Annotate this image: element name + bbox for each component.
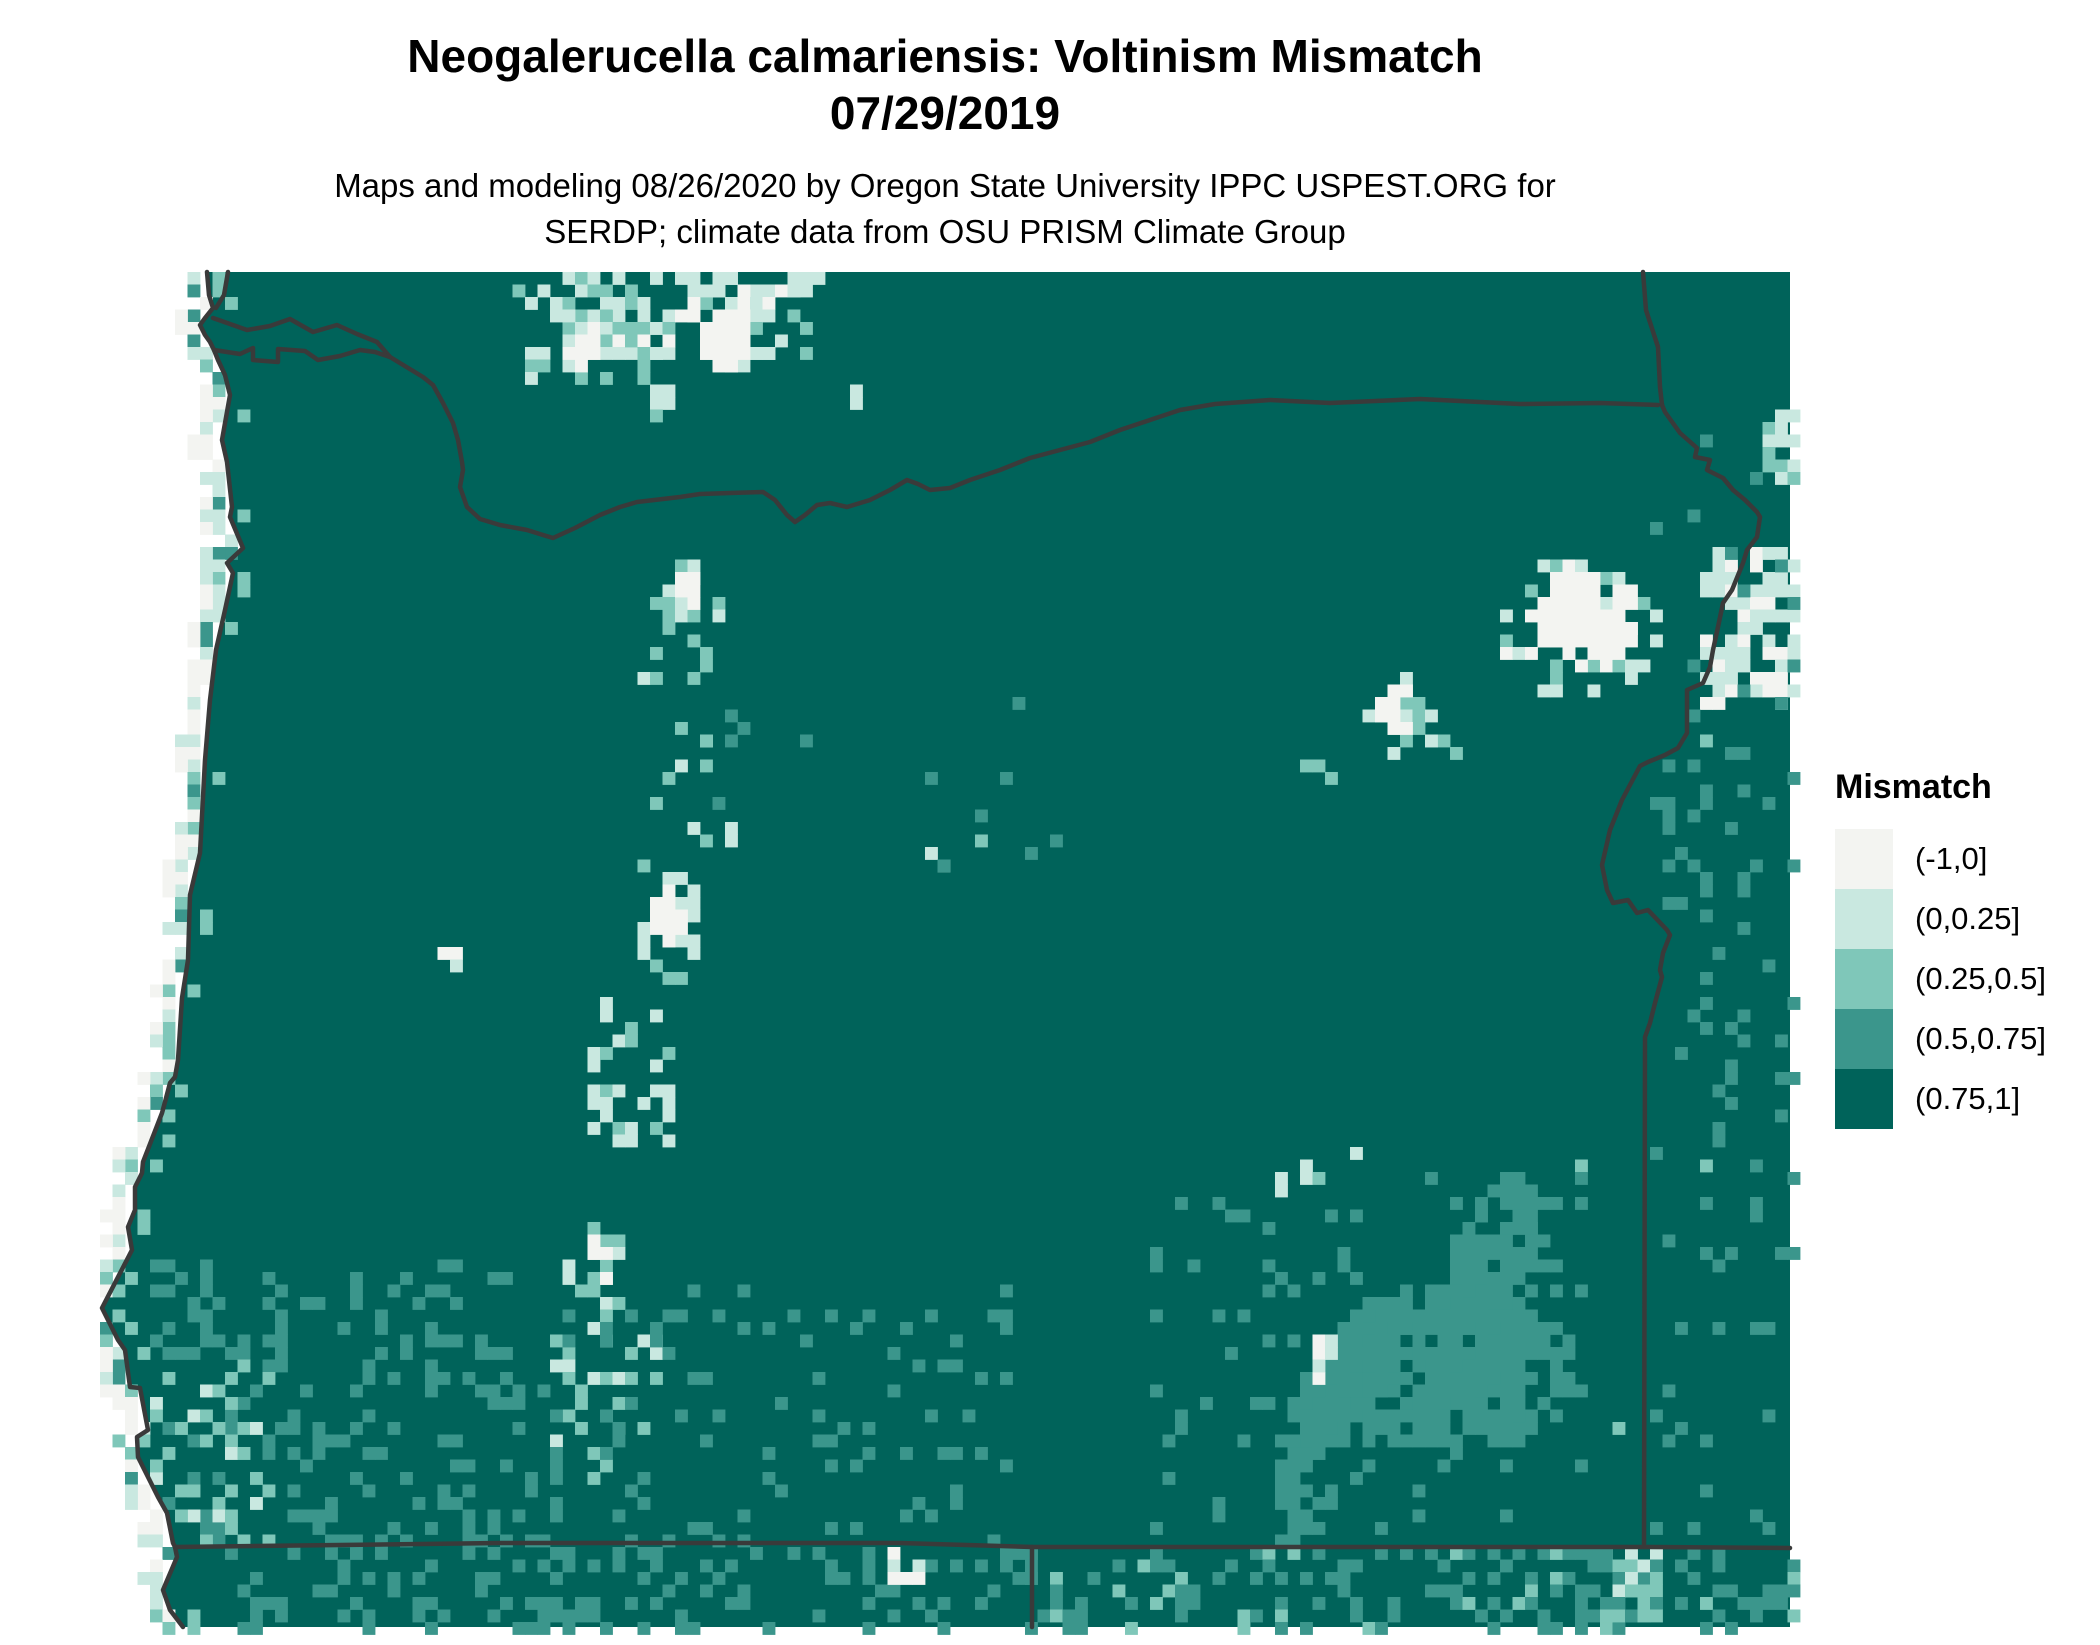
title-block: Neogalerucella calmariensis: Voltinism M… xyxy=(0,28,1890,142)
legend: Mismatch (-1,0] (0,0.25] (0.25,0.5] (0.5… xyxy=(1835,768,2046,1129)
legend-label: (0.25,0.5] xyxy=(1915,961,2046,996)
subtitle-block: Maps and modeling 08/26/2020 by Oregon S… xyxy=(0,163,1890,255)
legend-label: (0.75,1] xyxy=(1915,1081,2021,1116)
coast-fringe-cells xyxy=(100,272,251,1635)
subtitle-line2: SERDP; climate data from OSU PRISM Clima… xyxy=(544,213,1346,250)
legend-entry: (0.75,1] xyxy=(1835,1069,2046,1129)
legend-entry: (0.25,0.5] xyxy=(1835,949,2046,1009)
legend-swatch-neg1-0 xyxy=(1835,829,1893,889)
legend-entry: (-1,0] xyxy=(1835,829,2046,889)
raster-cells xyxy=(137,272,1801,1635)
wa-coast-peninsula xyxy=(213,269,231,311)
pacific-coastline xyxy=(99,269,246,1630)
parallel-42-or-ca-nv-border xyxy=(172,1540,1793,1551)
legend-label: (0,0.25] xyxy=(1915,901,2021,936)
legend-swatch-05-075 xyxy=(1835,1009,1893,1069)
legend-title: Mismatch xyxy=(1835,768,1992,806)
legend-swatch-025-05 xyxy=(1835,949,1893,1009)
legend-swatch-0-025 xyxy=(1835,889,1893,949)
subtitle-line1: Maps and modeling 08/26/2020 by Oregon S… xyxy=(334,167,1556,204)
state-borders xyxy=(99,269,1793,1630)
page-title-line1: Neogalerucella calmariensis: Voltinism M… xyxy=(407,30,1483,82)
page-title-date: 07/29/2019 xyxy=(829,87,1061,139)
legend-label: (0.5,0.75] xyxy=(1915,1021,2046,1056)
snake-river-or-id-border xyxy=(1599,402,1763,1550)
legend-entry: (0.5,0.75] xyxy=(1835,1009,2046,1069)
wa-id-border xyxy=(1640,269,1665,408)
legend-label: (-1,0] xyxy=(1915,841,1988,876)
columbia-river-north-shore xyxy=(210,315,1661,541)
legend-entry: (0,0.25] xyxy=(1835,889,2046,949)
legend-swatch-075-1 xyxy=(1835,1069,1893,1129)
columbia-river-south-shore xyxy=(211,345,393,365)
